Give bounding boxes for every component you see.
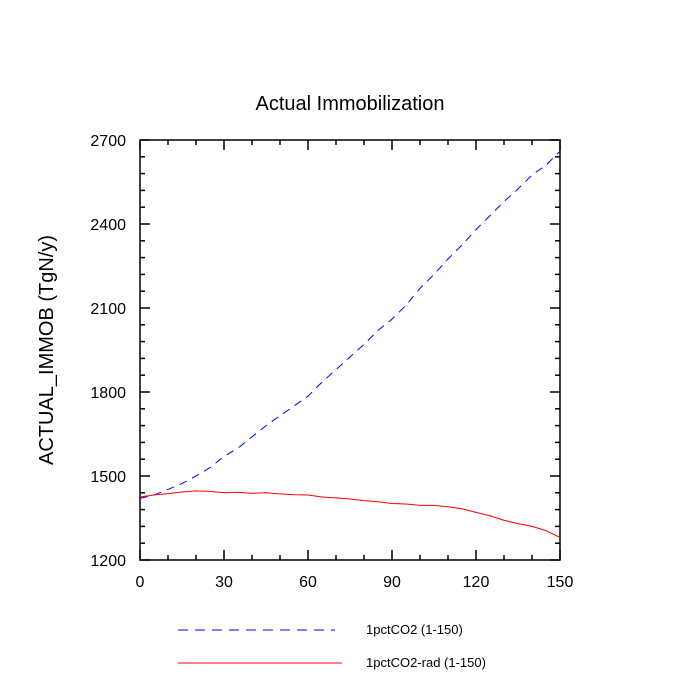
y-tick-label: 2700 [90,133,126,150]
series-line-1 [139,150,561,499]
series-layer [139,150,561,539]
y-tick-label: 2100 [90,301,126,318]
axes: 0 30 60 90 120 150 1200 1500 1800 2100 2400 2700 [90,133,573,591]
x-tick-label: 90 [383,574,401,591]
legend-label-series-2: 1pctCO2-rad (1-150) [366,655,486,670]
x-tick-label: 60 [299,574,317,591]
x-tick-label: 30 [215,574,233,591]
y-tick-label: 1800 [90,385,126,402]
y-tick-label: 2400 [90,217,126,234]
legend-label-series-1: 1pctCO2 (1-150) [366,622,463,637]
plot-frame [139,139,561,561]
y-tick-label: 1200 [90,553,126,570]
chart-title: Actual Immobilization [256,93,445,115]
x-tick-label: 120 [463,574,490,591]
x-tick-label: 0 [136,574,145,591]
y-axis-label: ACTUAL_IMMOB (TgN/y) [36,235,58,465]
y-tick-label: 1500 [90,469,126,486]
x-tick-label: 150 [547,574,574,591]
legend: 1pctCO2 (1-150) 1pctCO2-rad (1-150) [178,622,486,670]
series-line-2 [139,490,561,539]
